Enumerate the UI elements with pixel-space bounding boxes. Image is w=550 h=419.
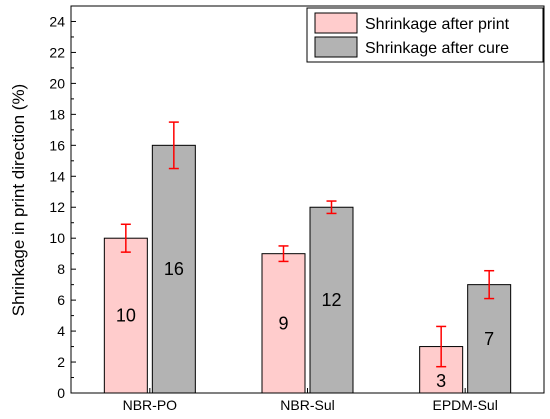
plot-frame: [70, 5, 545, 394]
y-tick-label: 8: [57, 261, 65, 277]
y-axis-title: Shrinkage in print direction (%): [9, 84, 28, 316]
y-tick-label: 16: [49, 137, 65, 153]
x-tick-label: NBR-PO: [123, 397, 178, 413]
data-labels: 10 16 9 12 3 7: [116, 259, 494, 391]
legend-label: Shrinkage after cure: [365, 40, 509, 57]
y-tick-label: 10: [49, 230, 65, 246]
legend: Shrinkage after print Shrinkage after cur…: [306, 7, 544, 63]
y-tick-label: 6: [57, 292, 65, 308]
y-tick-label: 12: [49, 199, 65, 215]
legend-label: Shrinkage after print: [365, 16, 510, 33]
y-tick-label: 14: [49, 168, 65, 184]
y-tick-label: 2: [57, 354, 65, 370]
y-tick-label: 0: [57, 385, 65, 401]
y-tick-label: 4: [57, 323, 65, 339]
data-label: 3: [436, 371, 446, 391]
legend-swatch: [314, 36, 358, 58]
y-tick-label: 18: [49, 106, 65, 122]
error-bars: [120, 121, 495, 368]
x-axis: NBR-PO NBR-Sul EPDM-Sul: [123, 388, 498, 413]
data-label: 9: [278, 313, 288, 333]
bar-after-cure: [467, 284, 512, 394]
bar-after-cure: [309, 206, 354, 394]
x-tick-label: NBR-Sul: [280, 397, 334, 413]
bar-after-print: [261, 253, 306, 394]
x-tick-label: EPDM-Sul: [432, 397, 497, 413]
legend-swatch: [314, 12, 358, 34]
y-tick-label: 20: [49, 75, 65, 91]
bar-after-cure: [151, 144, 196, 394]
data-label: 7: [484, 329, 494, 349]
bars: [103, 144, 512, 394]
data-label: 12: [321, 290, 341, 310]
y-tick-label: 24: [49, 13, 65, 29]
data-label: 16: [164, 259, 184, 279]
data-label: 10: [116, 306, 136, 326]
y-tick-label: 22: [49, 44, 65, 60]
